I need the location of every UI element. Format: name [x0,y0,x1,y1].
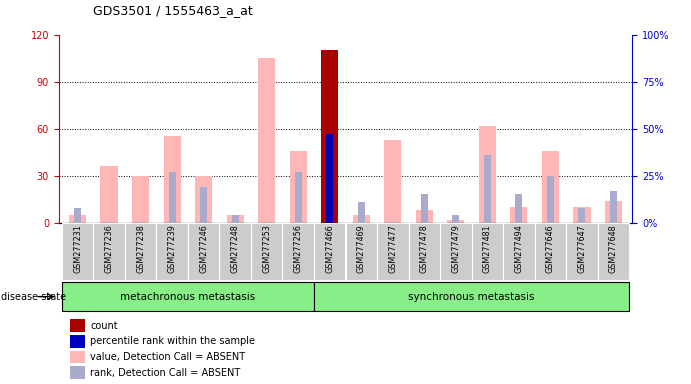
Bar [70,335,84,348]
Bar [484,155,491,223]
Text: GSM277477: GSM277477 [388,224,397,273]
Text: GSM277648: GSM277648 [609,224,618,273]
Text: GDS3501 / 1555463_a_at: GDS3501 / 1555463_a_at [93,4,253,17]
Bar [290,151,307,223]
Bar [471,223,503,280]
Bar [610,191,617,223]
Bar [251,223,283,280]
Bar [352,215,370,223]
Text: rank, Detection Call = ABSENT: rank, Detection Call = ABSENT [91,367,240,377]
Text: metachronous metastasis: metachronous metastasis [120,291,256,302]
Bar [358,202,365,223]
Bar [346,223,377,280]
Bar [510,207,527,223]
Bar [314,223,346,280]
Bar [479,126,496,223]
Bar [453,215,460,223]
Text: GSM277647: GSM277647 [578,224,587,273]
Bar [70,366,84,379]
Bar [69,215,86,223]
Bar [220,223,251,280]
Bar [547,176,553,223]
Bar [169,172,176,223]
Text: GSM277494: GSM277494 [514,224,523,273]
Bar [231,215,238,223]
Text: GSM277239: GSM277239 [168,224,177,273]
Text: GSM277466: GSM277466 [325,224,334,273]
Text: GSM277469: GSM277469 [357,224,366,273]
Bar [62,282,314,311]
Text: GSM277481: GSM277481 [483,224,492,273]
Text: GSM277253: GSM277253 [262,224,272,273]
Bar [283,223,314,280]
Bar [377,223,408,280]
Bar [195,176,212,223]
Bar [70,319,84,332]
Bar [314,282,629,311]
Bar [415,210,433,223]
Bar [421,195,428,223]
Bar [74,208,81,223]
Bar [542,151,559,223]
Bar [440,223,471,280]
Text: GSM277231: GSM277231 [73,224,82,273]
Bar [295,172,302,223]
Bar [200,187,207,223]
Bar [132,176,149,223]
Bar [535,223,566,280]
Bar [598,223,629,280]
Bar [125,223,156,280]
Bar [188,223,220,280]
Bar [408,223,440,280]
Text: GSM277646: GSM277646 [546,224,555,273]
Bar [578,208,585,223]
Text: value, Detection Call = ABSENT: value, Detection Call = ABSENT [91,352,245,362]
Text: disease state: disease state [1,291,66,302]
Text: GSM277479: GSM277479 [451,224,460,273]
Bar [384,140,401,223]
Text: percentile rank within the sample: percentile rank within the sample [91,336,255,346]
Text: GSM277248: GSM277248 [231,224,240,273]
Bar [447,220,464,223]
Bar [156,223,188,280]
Bar [326,134,333,223]
Bar [93,223,125,280]
Bar [258,58,276,223]
Bar [503,223,535,280]
Bar [62,223,93,280]
Text: GSM277238: GSM277238 [136,224,145,273]
Text: GSM277478: GSM277478 [419,224,429,273]
Text: synchronous metastasis: synchronous metastasis [408,291,535,302]
Bar [70,351,84,363]
Text: GSM277246: GSM277246 [199,224,208,273]
Bar [566,223,598,280]
Bar [515,195,522,223]
Text: count: count [91,321,118,331]
Bar [227,215,244,223]
Bar [100,166,118,223]
Text: GSM277256: GSM277256 [294,224,303,273]
Text: GSM277236: GSM277236 [104,224,113,273]
Bar [164,136,181,223]
Bar [321,50,339,223]
Bar [605,201,622,223]
Bar [573,207,591,223]
